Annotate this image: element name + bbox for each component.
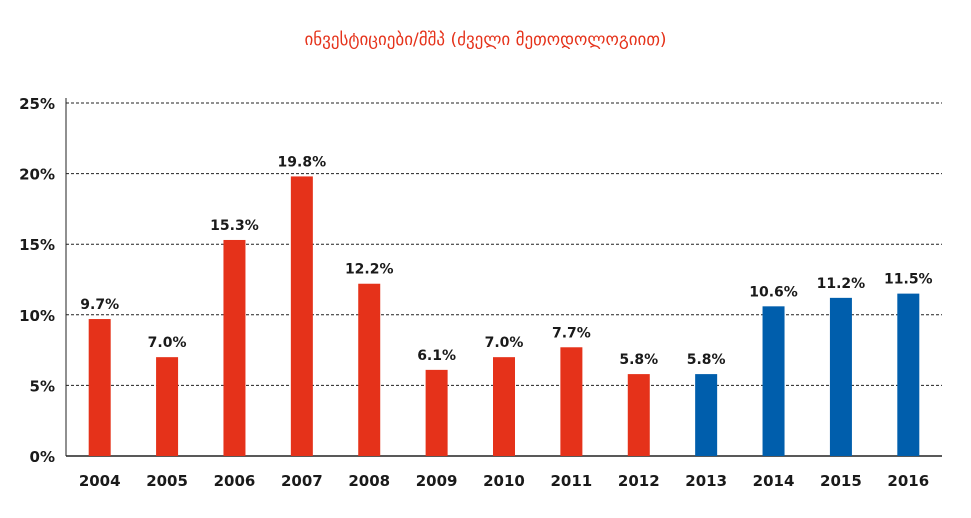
x-tick-label: 2014	[753, 472, 795, 490]
y-tick-label: 5%	[30, 377, 55, 395]
x-tick-label: 2004	[79, 472, 121, 490]
bar	[897, 293, 920, 456]
y-tick-label: 25%	[19, 95, 55, 113]
x-tick-label: 2010	[483, 472, 525, 490]
x-tick-label: 2012	[618, 472, 660, 490]
y-tick-label: 0%	[30, 448, 55, 466]
data-label: 7.7%	[552, 325, 591, 341]
bar	[156, 357, 179, 456]
data-label: 11.2%	[817, 276, 866, 292]
y-tick-label: 15%	[19, 236, 55, 254]
bar	[762, 306, 785, 456]
bar	[560, 347, 583, 456]
x-tick-label: 2009	[416, 472, 458, 490]
bar	[88, 319, 111, 456]
y-tick-label: 10%	[19, 307, 55, 325]
data-label: 19.8%	[278, 154, 327, 170]
bar	[223, 239, 246, 456]
data-label: 10.6%	[749, 284, 798, 300]
data-label: 5.8%	[619, 352, 658, 368]
x-tick-label: 2016	[887, 472, 929, 490]
x-tick-label: 2007	[281, 472, 323, 490]
data-label: 12.2%	[345, 262, 394, 278]
bar	[493, 357, 515, 456]
chart-title: ინვესტიციები/მშპ (ძველი მეთოდოლოგიით)	[304, 30, 667, 50]
y-tick-label: 20%	[19, 166, 55, 184]
x-tick-label: 2013	[685, 472, 727, 490]
x-tick-label: 2015	[820, 472, 862, 490]
data-label: 5.8%	[687, 352, 726, 368]
x-tick-label: 2008	[348, 472, 390, 490]
bar	[627, 374, 650, 456]
bar	[695, 374, 718, 456]
x-tick-label: 2011	[551, 472, 593, 490]
data-label: 7.0%	[485, 335, 524, 351]
data-label: 15.3%	[210, 218, 259, 234]
data-label: 11.5%	[884, 272, 933, 288]
bar	[829, 297, 852, 456]
bar	[290, 176, 313, 456]
bar	[425, 369, 448, 456]
data-label: 9.7%	[80, 297, 119, 313]
bar	[358, 283, 381, 456]
data-label: 6.1%	[417, 348, 456, 364]
x-tick-label: 2005	[146, 472, 188, 490]
data-label: 7.0%	[148, 335, 187, 351]
x-tick-label: 2006	[214, 472, 256, 490]
